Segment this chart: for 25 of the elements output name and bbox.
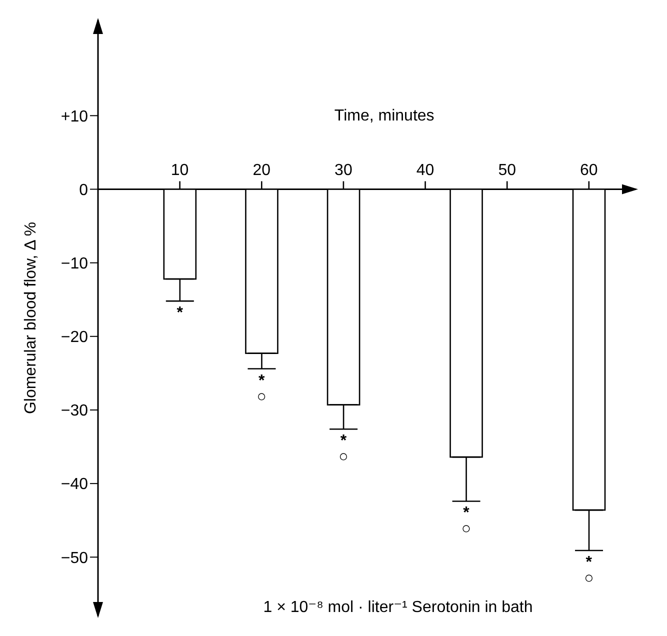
y-tick-label: −30 (60, 402, 88, 420)
x-tick-label: 10 (170, 162, 189, 180)
x-axis-title: Time, minutes (334, 108, 434, 125)
annotation: * (258, 372, 266, 390)
x-tick-label: 50 (498, 162, 516, 180)
y-tick-label: 0 (79, 182, 88, 199)
annotation: ○ (584, 570, 594, 588)
x-tick-label: 60 (580, 162, 598, 180)
y-tick-label: −50 (60, 550, 88, 567)
annotation: * (176, 304, 184, 322)
x-tick-label: 20 (252, 162, 271, 180)
y-tick-label: −20 (60, 329, 88, 346)
annotation: ○ (461, 520, 472, 538)
annotation: * (463, 504, 470, 522)
y-axis-title: Glomerular blood flow, Δ % (22, 222, 40, 414)
y-tick-label: +10 (60, 108, 88, 126)
annotation: ○ (256, 388, 266, 406)
x-tick-label: 30 (334, 162, 352, 180)
annotation: 1 × 10⁻⁸ mol · liter⁻¹ Serotonin in bath (263, 599, 533, 616)
annotation: ○ (338, 448, 348, 466)
annotation: * (586, 554, 593, 572)
y-tick-label: −10 (60, 255, 88, 272)
annotation: * (340, 432, 348, 450)
y-tick-label: −40 (60, 476, 88, 494)
x-tick-label: 40 (416, 162, 434, 180)
